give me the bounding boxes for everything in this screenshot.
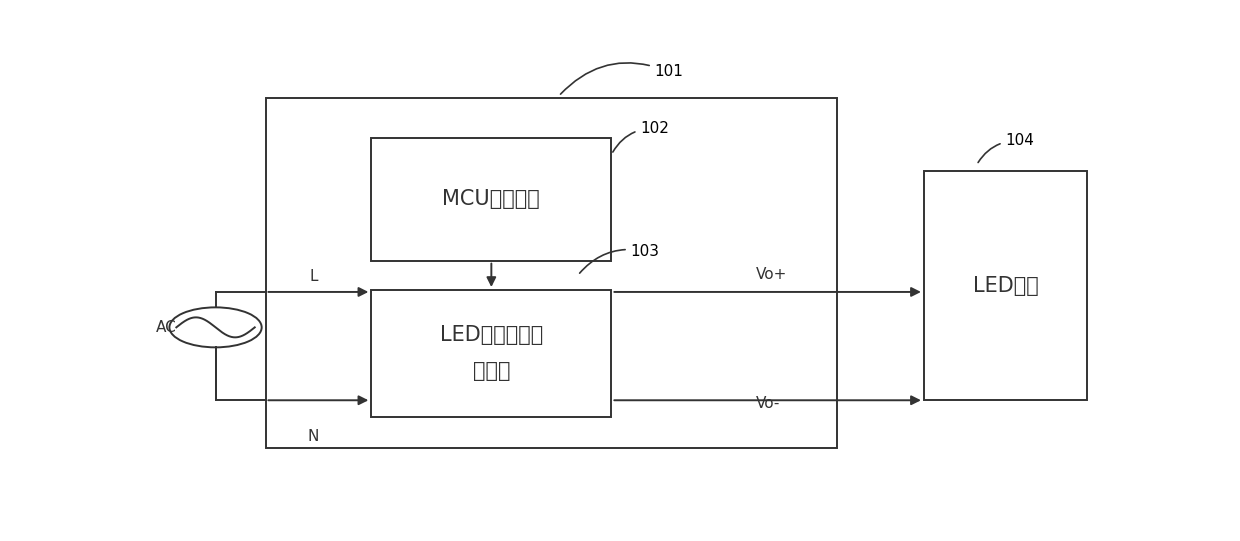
Text: Vo-: Vo-	[755, 396, 780, 411]
Text: 104: 104	[978, 133, 1034, 162]
Text: 102: 102	[613, 121, 670, 152]
Text: LED灯具: LED灯具	[972, 276, 1038, 296]
Text: 103: 103	[579, 243, 660, 273]
Bar	[265, 98, 837, 448]
Text: AC: AC	[155, 320, 176, 335]
Text: Vo+: Vo+	[755, 267, 787, 281]
Bar	[371, 138, 611, 261]
Text: LED驱动功率电
路模块: LED驱动功率电 路模块	[440, 325, 543, 381]
Bar	[924, 171, 1087, 400]
Text: N: N	[308, 430, 319, 444]
Text: MCU控制模块: MCU控制模块	[443, 189, 541, 209]
Bar	[371, 290, 611, 417]
Text: L: L	[309, 269, 317, 283]
Text: 101: 101	[560, 63, 683, 94]
